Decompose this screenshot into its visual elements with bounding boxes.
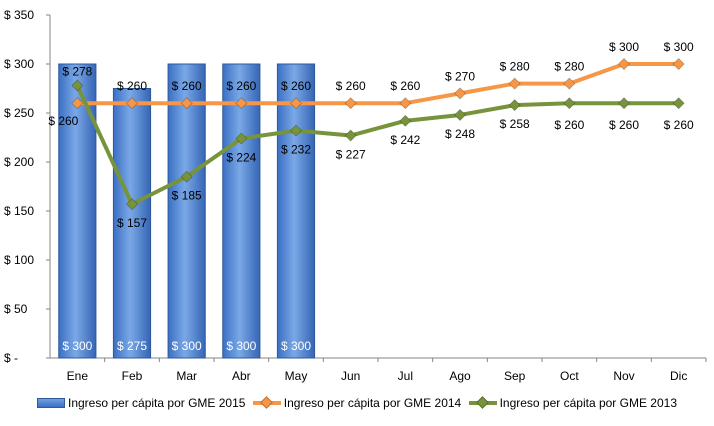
point-2014 bbox=[235, 97, 248, 110]
chart-plot: $ - $ 50 $ 100 $ 150 $ 200 $ 250 $ 300 $ 350 Ene… bbox=[4, 8, 707, 383]
data-label-2014: $ 300 bbox=[664, 40, 694, 54]
data-label-2015: $ 300 bbox=[62, 339, 92, 353]
data-label-2014: $ 270 bbox=[445, 69, 475, 83]
point-2014 bbox=[399, 97, 412, 110]
data-label-2014: $ 260 bbox=[117, 79, 147, 93]
x-tick-label: Nov bbox=[613, 369, 634, 383]
y-tick-label: $ 350 bbox=[4, 8, 34, 22]
point-2013 bbox=[563, 97, 576, 110]
data-label-2013: $ 258 bbox=[500, 117, 530, 131]
data-label-2013: $ 260 bbox=[609, 118, 639, 132]
point-2014 bbox=[289, 97, 303, 110]
x-tick-label: Jun bbox=[341, 369, 360, 383]
point-2013 bbox=[344, 129, 357, 142]
point-2013 bbox=[125, 198, 139, 211]
point-2013 bbox=[508, 99, 521, 112]
point-2014 bbox=[344, 97, 357, 110]
x-tick-label: Ene bbox=[67, 369, 89, 383]
bar-2015 bbox=[167, 63, 206, 359]
x-tick-label: Dic bbox=[670, 369, 687, 383]
data-label-2015: $ 275 bbox=[117, 339, 147, 353]
legend-item-2014: Ingreso per cápita por GME 2014 bbox=[252, 396, 462, 410]
y-tick-label: $ 250 bbox=[4, 106, 34, 120]
data-label-2013: $ 278 bbox=[62, 65, 92, 79]
data-label-2014: $ 280 bbox=[554, 60, 584, 74]
data-label-2013: $ 185 bbox=[172, 189, 202, 203]
line-2013 bbox=[75, 84, 679, 207]
data-label-2013: $ 232 bbox=[281, 143, 311, 157]
point-2014 bbox=[71, 97, 84, 110]
legend: Ingreso per cápita por GME 2015 Ingreso … bbox=[0, 396, 714, 411]
x-tick-label: Ago bbox=[449, 369, 471, 383]
point-2014 bbox=[508, 77, 521, 90]
point-2014 bbox=[180, 97, 193, 110]
legend-label-2014: Ingreso per cápita por GME 2014 bbox=[283, 396, 462, 410]
x-tick-label: Sep bbox=[504, 369, 526, 383]
point-2013 bbox=[617, 97, 631, 110]
data-label-2014: $ 260 bbox=[48, 114, 78, 128]
bar-2015 bbox=[276, 63, 316, 359]
data-label-2015: $ 300 bbox=[172, 339, 202, 353]
point-2014 bbox=[563, 77, 576, 90]
data-label-2013: $ 248 bbox=[445, 127, 475, 141]
x-tick-label: Jul bbox=[398, 369, 413, 383]
point-2013 bbox=[672, 97, 685, 110]
data-label-2013: $ 227 bbox=[336, 148, 366, 162]
data-label-2014: $ 260 bbox=[281, 79, 311, 93]
data-label-2014: $ 300 bbox=[609, 40, 639, 54]
point-2013 bbox=[289, 124, 303, 137]
x-tick-label: Abr bbox=[232, 369, 251, 383]
x-tick-label: Oct bbox=[560, 369, 579, 383]
bar-2015 bbox=[222, 63, 261, 359]
legend-swatch-2014 bbox=[252, 396, 281, 409]
legend-item-2013: Ingreso per cápita por GME 2013 bbox=[468, 396, 677, 410]
data-label-2015: $ 300 bbox=[226, 339, 256, 353]
data-label-2014: $ 260 bbox=[390, 79, 420, 93]
y-tick-label: $ 150 bbox=[4, 204, 34, 218]
point-2013 bbox=[235, 132, 248, 145]
y-tick-label: $ 300 bbox=[4, 57, 34, 71]
y-tick-label: $ 50 bbox=[4, 302, 28, 316]
y-tick-label: $ 200 bbox=[4, 155, 34, 169]
data-label-2013: $ 242 bbox=[390, 133, 420, 147]
point-2013 bbox=[180, 170, 193, 183]
point-2014 bbox=[453, 87, 467, 100]
x-tick-label: May bbox=[285, 369, 308, 383]
legend-swatch-2015 bbox=[37, 398, 65, 408]
legend-item-2015: Ingreso per cápita por GME 2015 bbox=[37, 396, 245, 410]
data-label-2015: $ 300 bbox=[281, 339, 311, 353]
data-label-2013: $ 224 bbox=[226, 150, 256, 164]
data-label-2014: $ 260 bbox=[336, 79, 366, 93]
y-tick-label: $ 100 bbox=[4, 253, 34, 267]
legend-label-2013: Ingreso per cápita por GME 2013 bbox=[499, 396, 677, 410]
point-2014 bbox=[672, 57, 685, 71]
data-label-2013: $ 157 bbox=[117, 216, 147, 230]
data-label-2014: $ 260 bbox=[226, 79, 256, 93]
bar-2015 bbox=[112, 88, 152, 359]
legend-label-2015: Ingreso per cápita por GME 2015 bbox=[68, 396, 246, 410]
line-2014 bbox=[77, 62, 679, 106]
data-label-2013: $ 260 bbox=[664, 118, 694, 132]
y-tick-label: $ - bbox=[4, 351, 18, 365]
legend-swatch-2013 bbox=[468, 396, 497, 409]
x-tick-label: Feb bbox=[122, 369, 143, 383]
x-tick-label: Mar bbox=[176, 369, 197, 383]
point-2013 bbox=[399, 114, 412, 127]
point-2013 bbox=[71, 79, 84, 92]
point-2013 bbox=[453, 108, 467, 122]
data-label-2013: $ 260 bbox=[554, 118, 584, 132]
data-label-2014: $ 280 bbox=[500, 60, 530, 74]
data-label-2014: $ 260 bbox=[172, 79, 202, 93]
point-2014 bbox=[125, 97, 139, 110]
point-2014 bbox=[617, 57, 631, 71]
